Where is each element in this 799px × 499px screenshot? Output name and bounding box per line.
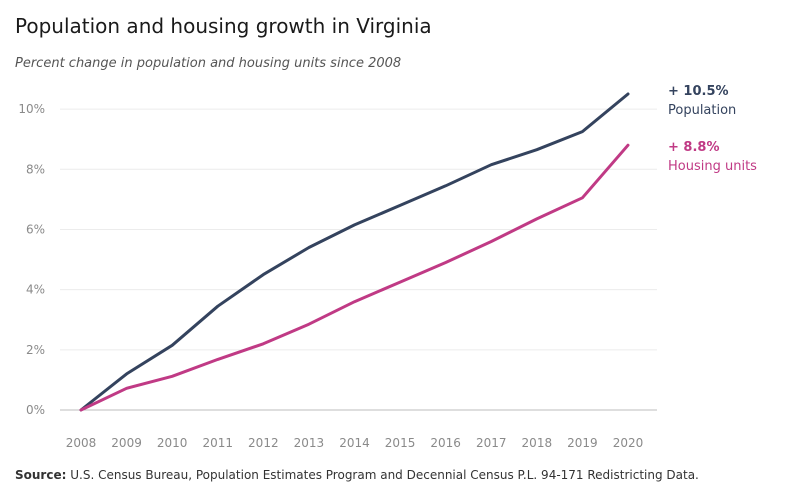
x-tick-label: 2019 <box>567 436 598 450</box>
x-tick-label: 2013 <box>294 436 325 450</box>
series-line-population <box>79 92 630 412</box>
source-text: U.S. Census Bureau, Population Estimates… <box>70 468 699 482</box>
chart-subtitle: Percent change in population and housing… <box>15 56 402 71</box>
y-tick-label: 2% <box>26 343 45 357</box>
x-tick-label: 2020 <box>613 436 644 450</box>
series-lines <box>79 92 630 412</box>
y-axis-tick-labels: 0% 2% 4% 6% 8% 10% <box>18 102 45 417</box>
series-line-housing <box>79 143 630 412</box>
y-tick-label: 8% <box>26 162 45 176</box>
source-label: Source: <box>15 468 67 482</box>
end-labels: + 10.5% Population + 8.8% Housing units <box>668 84 757 174</box>
end-value-population: + 10.5% <box>668 84 729 99</box>
x-axis-tick-labels: 2008 2009 2010 2011 2012 2013 2014 2015 2016 2017… <box>66 436 644 450</box>
source-note: Source: U.S. Census Bureau, Population E… <box>15 468 699 482</box>
y-tick-label: 6% <box>26 222 45 236</box>
grid-lines <box>60 108 657 351</box>
x-tick-label: 2012 <box>248 436 279 450</box>
x-tick-label: 2010 <box>157 436 188 450</box>
x-tick-label: 2008 <box>66 436 97 450</box>
y-tick-label: 10% <box>18 102 45 116</box>
end-value-housing: + 8.8% <box>668 140 719 155</box>
x-tick-label: 2016 <box>430 436 461 450</box>
x-tick-label: 2015 <box>385 436 416 450</box>
x-tick-label: 2011 <box>202 436 233 450</box>
chart-title: Population and housing growth in Virgini… <box>15 14 432 38</box>
end-name-housing: Housing units <box>668 159 757 174</box>
x-tick-label: 2009 <box>111 436 142 450</box>
y-tick-label: 0% <box>26 403 45 417</box>
x-tick-label: 2017 <box>476 436 507 450</box>
end-name-population: Population <box>668 103 736 118</box>
x-tick-label: 2018 <box>522 436 553 450</box>
y-tick-label: 4% <box>26 283 45 297</box>
x-tick-label: 2014 <box>339 436 370 450</box>
